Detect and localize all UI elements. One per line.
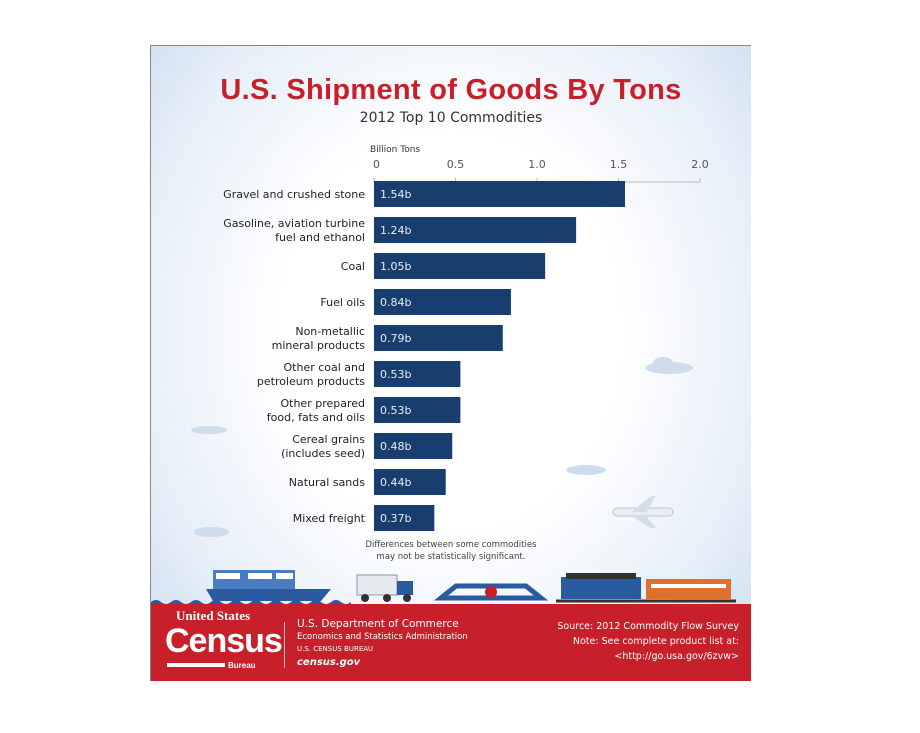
bar [374, 433, 453, 459]
x-tick-label: 1.5 [610, 158, 628, 171]
divider [284, 622, 285, 668]
source-note: Source: 2012 Commodity Flow Survey Note:… [557, 619, 739, 664]
bar-data-label: 1.05b [380, 260, 411, 273]
transport-illustration [151, 357, 736, 606]
significance-note: Differences between some commodities may… [365, 540, 537, 562]
bar-data-label: 0.84b [380, 296, 411, 309]
category-label: Cereal grains [292, 433, 365, 446]
x-tick-label: 1.0 [528, 158, 546, 171]
category-label: food, fats and oils [267, 411, 365, 424]
logo-bureau: Bureau [228, 661, 256, 670]
source-text: Source: 2012 Commodity Flow Survey [557, 621, 739, 632]
chart-title: U.S. Shipment of Goods By Tons [220, 74, 682, 106]
truck-icon [356, 574, 413, 602]
bar [374, 505, 435, 531]
cloud-icon [566, 465, 606, 475]
cloud-icon [191, 426, 227, 434]
bar [374, 397, 461, 423]
bridge-icon [433, 583, 549, 601]
bar [374, 181, 626, 207]
infographic: U.S. Shipment of Goods By Tons 2012 Top … [150, 45, 751, 681]
bar-data-label: 1.24b [380, 224, 411, 237]
x-tick-label: 0 [373, 158, 380, 171]
esa-name: Economics and Statistics Administration [297, 632, 468, 642]
category-label: Coal [341, 260, 365, 273]
logo-bar [167, 663, 225, 667]
bar-data-label: 0.37b [380, 512, 411, 525]
bar-data-label: 0.53b [380, 368, 411, 381]
x-tick-label: 2.0 [691, 158, 709, 171]
bar-chart: Billion Tons 0 0.5 1.0 1.5 2.0 1.54b Gravel and… [223, 145, 709, 531]
category-label: Mixed freight [293, 512, 366, 525]
x-tick-label: 0.5 [447, 158, 465, 171]
logo-united-states: United States [176, 608, 251, 623]
bar-data-label: 0.44b [380, 476, 411, 489]
axis-label: Billion Tons [370, 145, 420, 155]
cloud-icon [645, 357, 693, 374]
dept-name: U.S. Department of Commerce [297, 618, 459, 630]
category-label: Gasoline, aviation turbine [223, 217, 365, 230]
category-label: Natural sands [289, 476, 365, 489]
bar [374, 217, 577, 243]
product-list-link[interactable]: <http://go.usa.gov/6zvw> [614, 651, 739, 662]
category-label: Gravel and crushed stone [223, 188, 365, 201]
bar-data-label: 0.53b [380, 404, 411, 417]
chart-subtitle: 2012 Top 10 Commodities [359, 110, 543, 126]
bar-data-label: 0.79b [380, 332, 411, 345]
bar [374, 253, 546, 279]
category-label: petroleum products [257, 375, 365, 388]
bar [374, 325, 503, 351]
bar [374, 289, 511, 315]
category-label: fuel and ethanol [275, 231, 365, 244]
website-link[interactable]: census.gov [297, 657, 361, 668]
census-logo: Census [165, 622, 283, 660]
train-icon [556, 573, 736, 603]
note-text: Note: See complete product list at: [572, 636, 739, 647]
footer: United States Census Bureau U.S. Departm… [151, 604, 751, 681]
bar-data-label: 0.48b [380, 440, 411, 453]
category-label: Non-metallic [295, 325, 365, 338]
bar-data-label: 1.54b [380, 188, 411, 201]
category-label: Fuel oils [320, 296, 365, 309]
cloud-icon [193, 527, 229, 537]
bar [374, 361, 461, 387]
category-label: Other coal and [284, 361, 366, 374]
category-label: Other prepared [280, 397, 365, 410]
category-label: mineral products [272, 339, 366, 352]
ship-icon [206, 570, 331, 601]
category-label: (includes seed) [281, 447, 365, 460]
airplane-icon [612, 496, 674, 528]
bar [374, 469, 446, 495]
bureau-name: U.S. CENSUS BUREAU [297, 645, 374, 653]
